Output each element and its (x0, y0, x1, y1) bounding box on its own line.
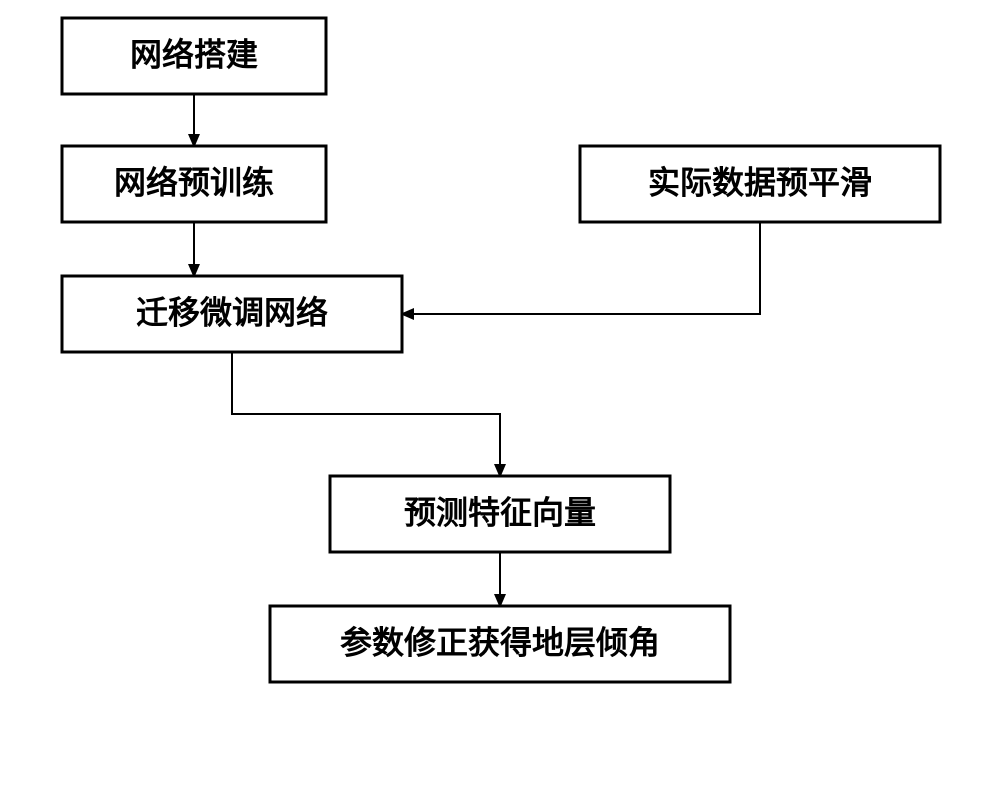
flow-node-n6: 参数修正获得地层倾角 (270, 606, 730, 682)
flowchart-canvas: 网络搭建网络预训练 实际数据预平滑迁移微调网络预测特征向量参数修正获得地层倾角 (0, 0, 1000, 800)
flow-edge-2 (402, 222, 760, 314)
flow-node-n1: 网络搭建 (62, 18, 326, 94)
flow-node-label: 迁移微调网络 (136, 294, 328, 330)
flow-node-n5: 预测特征向量 (330, 476, 670, 552)
flow-node-n4: 迁移微调网络 (62, 276, 402, 352)
flow-node-label: 预测特征向量 (404, 494, 596, 530)
flow-node-label: 网络搭建 (130, 36, 258, 72)
flow-edge-3 (232, 352, 500, 476)
flow-node-label: 参数修正获得地层倾角 (340, 624, 660, 660)
flow-node-n3: 实际数据预平滑 (580, 146, 940, 222)
flow-node-label: 实际数据预平滑 (648, 164, 872, 200)
flow-node-label: 网络预训练 (114, 164, 274, 200)
flow-node-n2: 网络预训练 (62, 146, 326, 222)
